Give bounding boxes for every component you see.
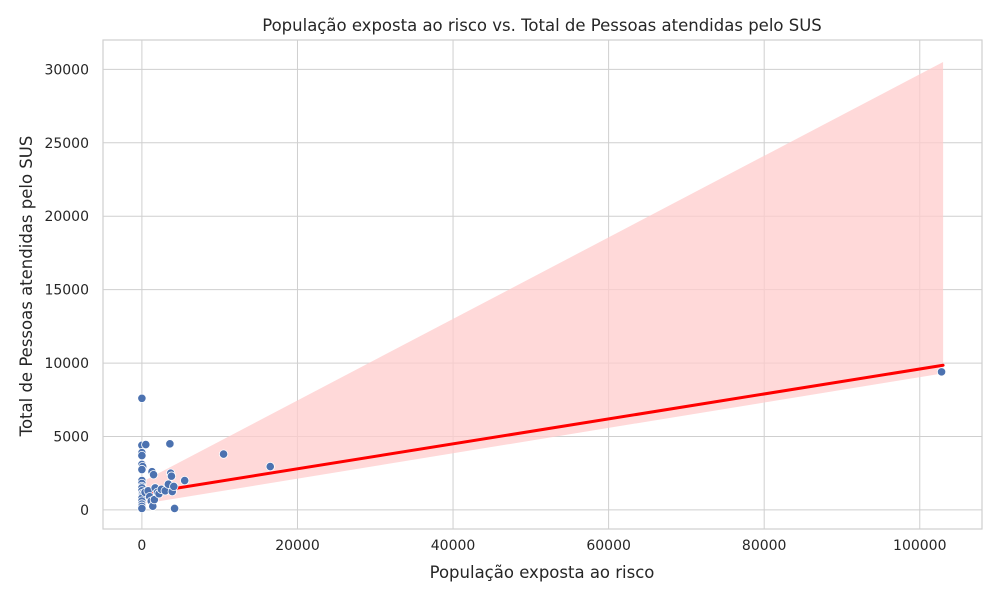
x-axis-title: População exposta ao risco	[430, 563, 655, 582]
tick-labels-layer: 0 20000 40000 60000 80000 100000 0 5000 10000 150…	[44, 62, 946, 554]
regression-line-layer	[140, 363, 945, 496]
y-tick-label: 25000	[44, 136, 89, 152]
x-tick-label: 100000	[893, 538, 946, 554]
y-tick-label: 0	[80, 503, 89, 519]
y-tick-label: 5000	[53, 429, 89, 445]
scatter-point	[137, 393, 147, 403]
confidence-band-layer	[141, 62, 944, 505]
x-tick-label: 80000	[742, 538, 787, 554]
y-axis-title: Total de Pessoas atendidas pelo SUS	[17, 136, 36, 438]
y-tick-label: 30000	[44, 62, 89, 78]
scatter-point	[137, 503, 147, 514]
chart-title: População exposta ao risco vs. Total de …	[262, 16, 822, 35]
scatter-points-layer	[137, 367, 947, 514]
x-tick-label: 40000	[431, 538, 476, 554]
scatter-point	[141, 439, 151, 450]
scatter-point	[169, 503, 180, 514]
scatter-point	[180, 475, 190, 486]
plot-border	[102, 39, 983, 530]
scatter-point	[137, 450, 147, 461]
scatter-point	[265, 461, 275, 472]
scatter-point	[165, 439, 175, 449]
x-tick-label: 20000	[275, 538, 320, 554]
y-tick-label: 20000	[44, 209, 89, 225]
x-tick-label: 60000	[586, 538, 631, 554]
y-tick-label: 10000	[44, 356, 89, 372]
scatter-point	[166, 471, 177, 481]
plot-frame	[102, 39, 983, 530]
x-tick-label: 0	[137, 538, 146, 554]
scatter-point	[148, 470, 159, 480]
scatter-point	[137, 464, 147, 475]
scatter-point	[169, 481, 179, 492]
confidence-band	[141, 62, 944, 505]
scatter-point	[936, 367, 947, 377]
regression-line	[140, 363, 945, 496]
y-tick-label: 15000	[44, 283, 89, 299]
scatter-point	[218, 449, 229, 459]
